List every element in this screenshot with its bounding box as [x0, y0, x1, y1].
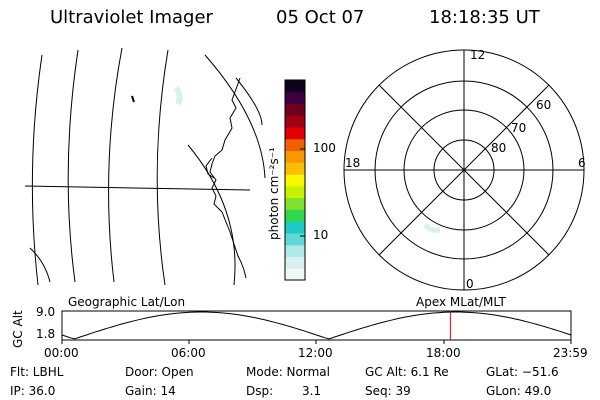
mlat-label-80: 80: [491, 141, 507, 155]
image-date: 05 Oct 07: [276, 7, 365, 28]
colorbar-band: [285, 174, 305, 187]
latitude-arc: [235, 77, 263, 126]
colorbar-band: [285, 162, 305, 175]
colorbar-band: [285, 138, 305, 152]
glat-value: GLat: −51.6: [486, 365, 559, 379]
apex-label: Apex MLat/MLT: [416, 295, 506, 309]
colorbar-band: [285, 256, 305, 269]
mlt-label-12: 12: [470, 48, 486, 62]
aurora-patch: [173, 86, 183, 106]
altitude-x-tick: 12:00: [298, 346, 333, 360]
latitude-arc: [29, 247, 51, 283]
colorbar-unit-label: photon cm⁻²s⁻¹: [267, 147, 281, 240]
mode-value: Mode: Normal: [246, 365, 330, 379]
colorbar: [285, 80, 305, 281]
altitude-y-tick: 9.0: [36, 305, 56, 319]
colorbar-band: [285, 103, 305, 116]
island-outline: [131, 95, 135, 103]
latitude-arc: [204, 54, 266, 179]
colorbar-band: [285, 197, 305, 210]
gain-value: Gain: 14: [125, 384, 176, 398]
coastline: [205, 157, 215, 179]
altitude-x-tick: 23:59: [553, 346, 588, 360]
colorbar-band: [285, 91, 305, 105]
polar-plot: [343, 49, 585, 291]
latitude-arc: [187, 144, 236, 286]
longitude-line: [108, 47, 123, 283]
altitude-plot: [61, 310, 572, 344]
altitude-curve: [61, 311, 572, 340]
seq-value: Seq: 39: [365, 384, 411, 398]
colorbar-band: [285, 232, 305, 246]
colorbar-band: [285, 221, 305, 234]
colorbar-band: [285, 209, 305, 222]
gc-alt-value: GC Alt: 6.1 Re: [365, 365, 449, 379]
longitude-line: [31, 54, 43, 286]
colorbar-frame: [284, 79, 306, 281]
coastline: [209, 77, 247, 279]
colorbar-band: [285, 80, 305, 93]
colorbar-band: [285, 244, 305, 257]
colorbar-tick-label: 100: [313, 141, 336, 155]
filter-value: Flt: LBHL: [10, 365, 64, 379]
altitude-x-tick: 00:00: [44, 346, 79, 360]
image-time: 18:18:35 UT: [429, 7, 540, 28]
mlt-label-6: 6: [578, 156, 586, 170]
instrument-title: Ultraviolet Imager: [50, 7, 213, 28]
colorbar-band: [285, 268, 305, 281]
door-status: Door: Open: [125, 365, 194, 379]
altitude-x-tick: 18:00: [426, 346, 461, 360]
dsp-label: Dsp:: [246, 384, 274, 398]
colorbar-band: [285, 150, 305, 163]
mlt-label-18: 18: [345, 156, 361, 170]
glon-value: GLon: 49.0: [486, 384, 552, 398]
altitude-y-tick: 1.8: [36, 327, 56, 341]
colorbar-tick-label: 10: [313, 228, 329, 242]
mlat-label-60: 60: [536, 98, 552, 112]
altitude-x-tick: 06:00: [171, 346, 206, 360]
altitude-y-label: GC Alt: [11, 310, 25, 348]
colorbar-band: [285, 185, 305, 199]
geographic-label: Geographic Lat/Lon: [68, 295, 186, 309]
colorbar-band: [285, 127, 305, 140]
longitude-line: [67, 49, 79, 283]
longitude-line: [156, 49, 169, 286]
mlat-label-70: 70: [511, 121, 527, 135]
colorbar-band: [285, 115, 305, 128]
aurora-patch: [423, 223, 441, 233]
dsp-value: 3.1: [302, 384, 322, 398]
mlt-label-0: 0: [466, 277, 474, 291]
geographic-map: [24, 47, 266, 286]
polar-diagonal: [378, 84, 550, 256]
ip-value: IP: 36.0: [10, 384, 56, 398]
